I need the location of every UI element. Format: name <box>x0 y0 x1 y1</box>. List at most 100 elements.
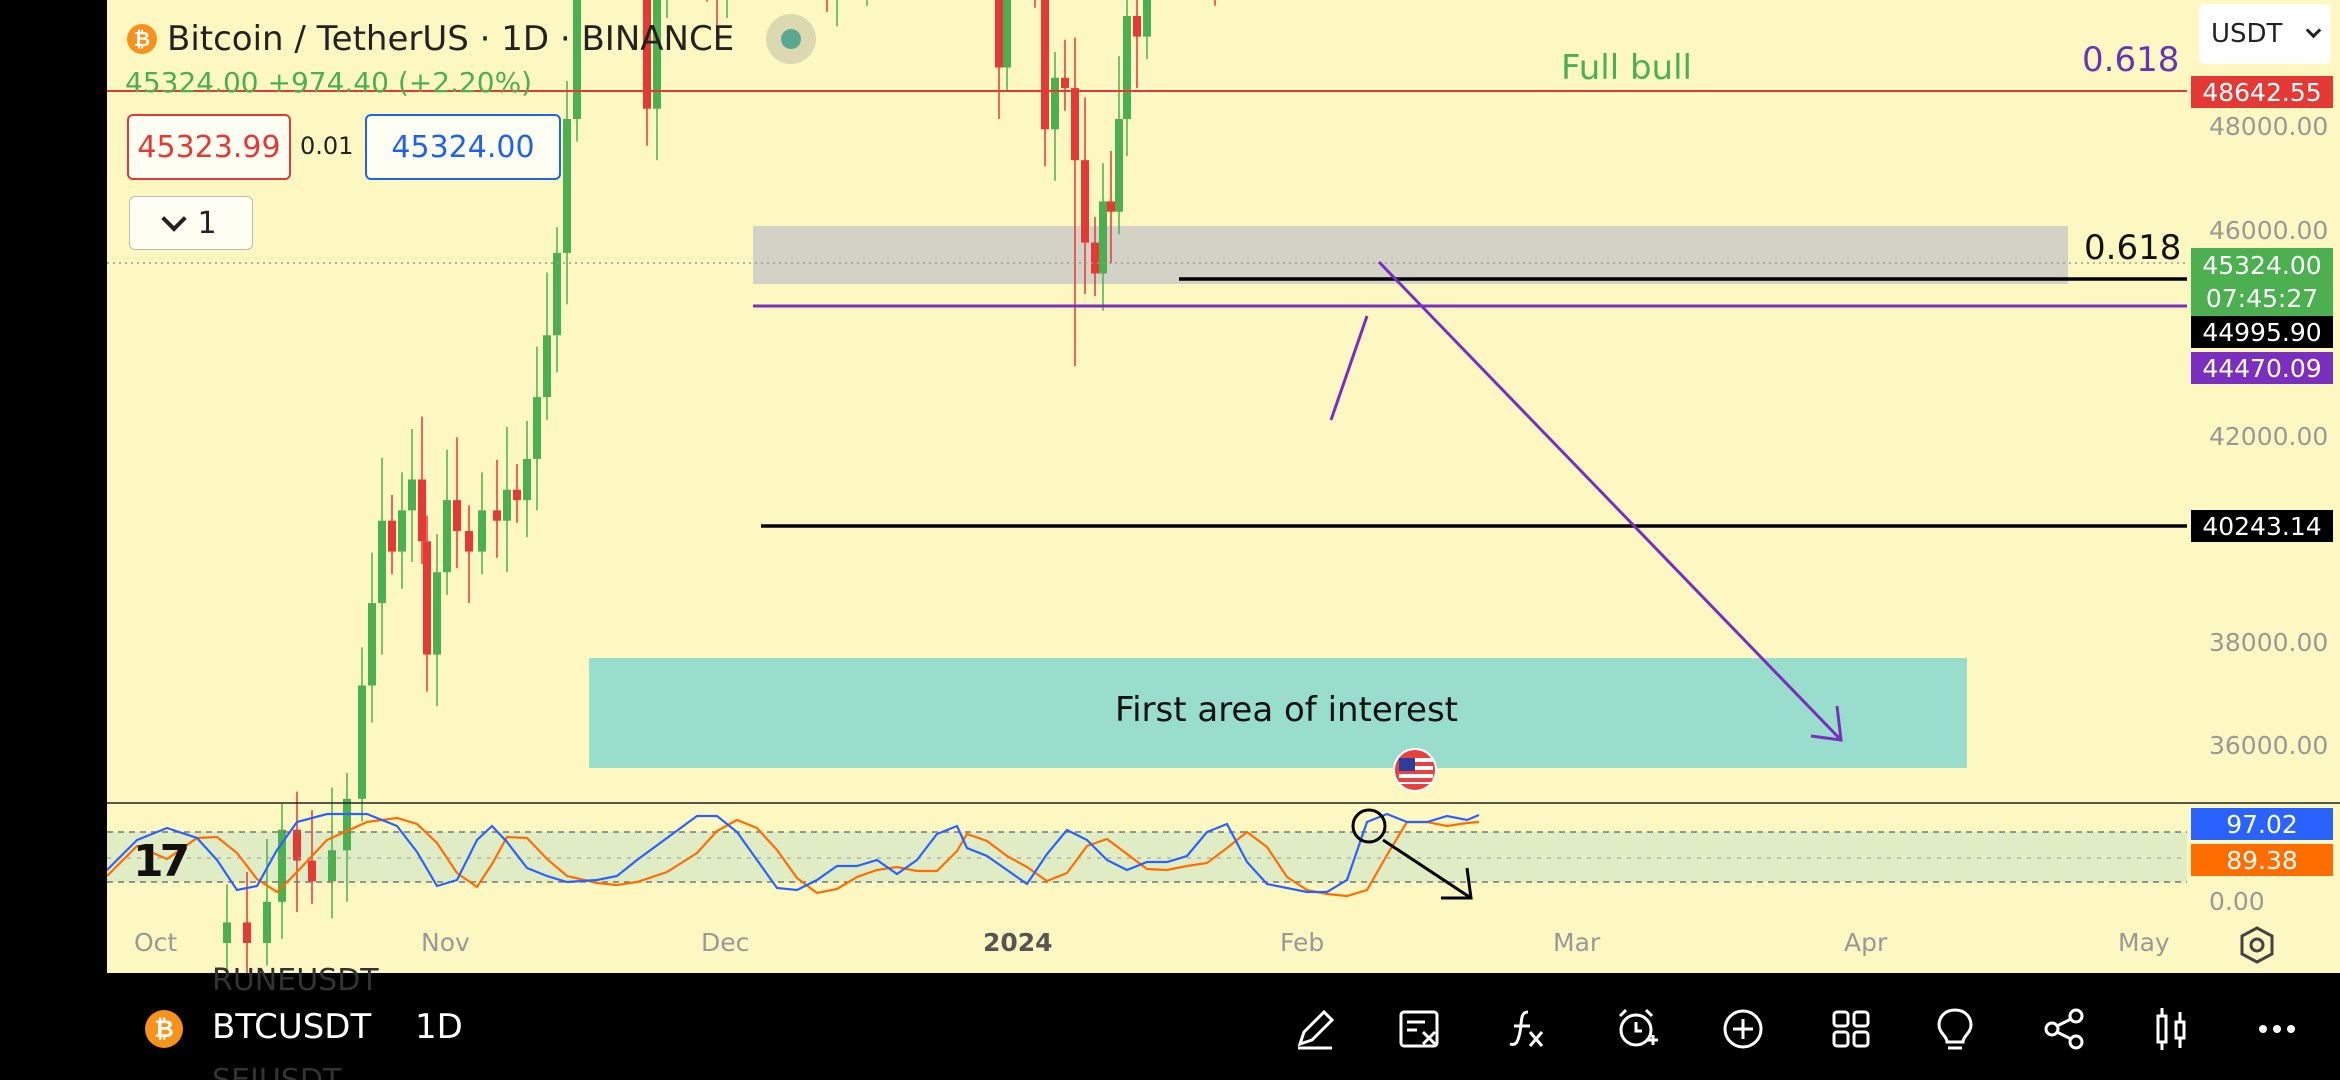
d-value-tag: 89.38 <box>2191 844 2333 876</box>
fib-zone <box>753 226 2068 284</box>
price-tick: 42000.00 <box>2209 422 2329 451</box>
currency-label: USDT <box>2211 19 2283 49</box>
spread-value: 0.01 <box>300 132 354 160</box>
candle-body <box>1003 0 1011 68</box>
candle-body <box>423 541 431 655</box>
candle-body <box>328 850 336 882</box>
support-price-tag: 40243.14 <box>2191 510 2333 542</box>
pencil-icon[interactable] <box>1290 1004 1340 1054</box>
last-price-tag: 45324.00 07:45:27 <box>2191 248 2333 316</box>
candle-body <box>1091 242 1099 274</box>
stoch-k-line <box>107 812 1480 894</box>
candle-body <box>533 397 541 459</box>
candle-body <box>1099 201 1107 274</box>
candle-body <box>573 0 581 119</box>
time-tick: Apr <box>1844 928 1888 957</box>
candle-body <box>1041 0 1049 130</box>
currency-select[interactable]: USDT <box>2199 4 2331 64</box>
price-change-label: 45324.00 +974.40 (+2.20%) <box>125 66 533 99</box>
osc-highlight-circle <box>1351 808 1387 844</box>
candle-body <box>388 520 396 552</box>
chevron-down-icon <box>161 206 188 232</box>
symbol-selector[interactable]: BTCUSDT <box>212 1007 372 1047</box>
k-value-tag: 97.02 <box>2191 808 2333 840</box>
add-icon[interactable] <box>1718 1004 1768 1054</box>
remove-drawings-icon[interactable] <box>1395 1004 1445 1054</box>
price-tick: 38000.00 <box>2209 628 2329 657</box>
indicators-icon[interactable] <box>1502 1004 1552 1054</box>
candle-body <box>1115 119 1123 212</box>
candle-body <box>278 829 286 902</box>
purple-line-price-tag: 44470.09 <box>2191 352 2333 384</box>
full-bull-label: Full bull <box>1561 48 1692 88</box>
timeframe-selector[interactable]: 1D <box>415 1007 463 1047</box>
candle-body <box>995 0 1003 68</box>
candle-body <box>293 829 301 861</box>
ideas-icon[interactable] <box>1930 1004 1980 1054</box>
bottom-toolbar: RUNEUSDT SEIUSDT <box>0 963 2340 1080</box>
price-tick: 46000.00 <box>2209 216 2329 245</box>
projection-arrow-line <box>1377 260 1843 742</box>
candle-body <box>408 479 416 511</box>
market-status-button[interactable] <box>766 14 817 64</box>
candle-body <box>1051 77 1059 130</box>
symbol-title[interactable]: Bitcoin / TetherUS · 1D · BINANCE <box>167 19 735 59</box>
price-tick: 36000.00 <box>2209 731 2329 760</box>
alert-icon[interactable] <box>1612 1004 1662 1054</box>
resistance-price-tag: 44995.90 <box>2191 316 2333 348</box>
candle-body <box>263 901 271 943</box>
price-chart[interactable] <box>107 0 2340 973</box>
candle-body <box>368 603 376 686</box>
candle-body <box>223 922 231 943</box>
settings-icon[interactable] <box>2237 925 2277 973</box>
candle-body <box>343 798 351 851</box>
candle-body <box>418 479 426 542</box>
time-tick: Feb <box>1280 928 1325 957</box>
bar-countdown: 07:45:27 <box>2205 284 2319 313</box>
interest-zone-label: First area of interest <box>1115 690 1459 730</box>
candle-body <box>643 0 651 109</box>
candle-body <box>308 860 316 882</box>
interest-zone <box>589 658 1967 768</box>
more-icon[interactable] <box>2252 1004 2302 1054</box>
oscillator-zero-label: 0.00 <box>2209 887 2265 916</box>
candle-body <box>653 0 661 109</box>
candle-body <box>1061 77 1069 89</box>
candle-body <box>543 335 551 398</box>
trend-line <box>1329 315 1369 421</box>
share-icon[interactable] <box>2040 1004 2090 1054</box>
symbol-scroll-prev[interactable]: RUNEUSDT <box>212 963 379 998</box>
candle-body <box>358 685 366 799</box>
candle-body <box>553 252 561 336</box>
time-tick: May <box>2118 928 2170 957</box>
buy-button[interactable]: 45324.00 <box>365 114 561 180</box>
candle-body <box>465 531 473 552</box>
candle-body <box>1133 16 1141 37</box>
tradingview-logo: 17 <box>133 836 190 887</box>
quantity-selector[interactable]: 1 <box>129 196 253 250</box>
stoch-d-line <box>107 816 1480 898</box>
time-tick: Dec <box>701 928 750 957</box>
symbol-header[interactable]: ₿ Bitcoin / TetherUS · 1D · BINANCE <box>127 14 817 64</box>
time-tick: 2024 <box>983 928 1053 957</box>
osc-down-arrow-line <box>1382 838 1472 900</box>
candle-body <box>1143 0 1151 37</box>
oscillator-band <box>107 832 2187 882</box>
candle-body <box>503 489 511 521</box>
us-flag-event-icon[interactable] <box>1393 748 1437 792</box>
sell-button[interactable]: 45323.99 <box>127 114 291 180</box>
candle-body <box>1071 88 1079 161</box>
candle-body <box>493 510 501 521</box>
candles-icon[interactable] <box>2146 1004 2196 1054</box>
candle-body <box>478 510 486 552</box>
chart-area[interactable]: ₿ Bitcoin / TetherUS · 1D · BINANCE 4532… <box>107 0 2340 973</box>
bitcoin-icon: ₿ <box>145 1010 183 1048</box>
candle-body <box>378 520 386 604</box>
candle-body <box>398 510 406 552</box>
time-tick: Mar <box>1553 928 1601 957</box>
symbol-scroll-next[interactable]: SEIUSDT <box>212 1063 341 1080</box>
candle-body <box>443 500 451 573</box>
layout-icon[interactable] <box>1826 1004 1876 1054</box>
candle-body <box>1081 160 1089 243</box>
